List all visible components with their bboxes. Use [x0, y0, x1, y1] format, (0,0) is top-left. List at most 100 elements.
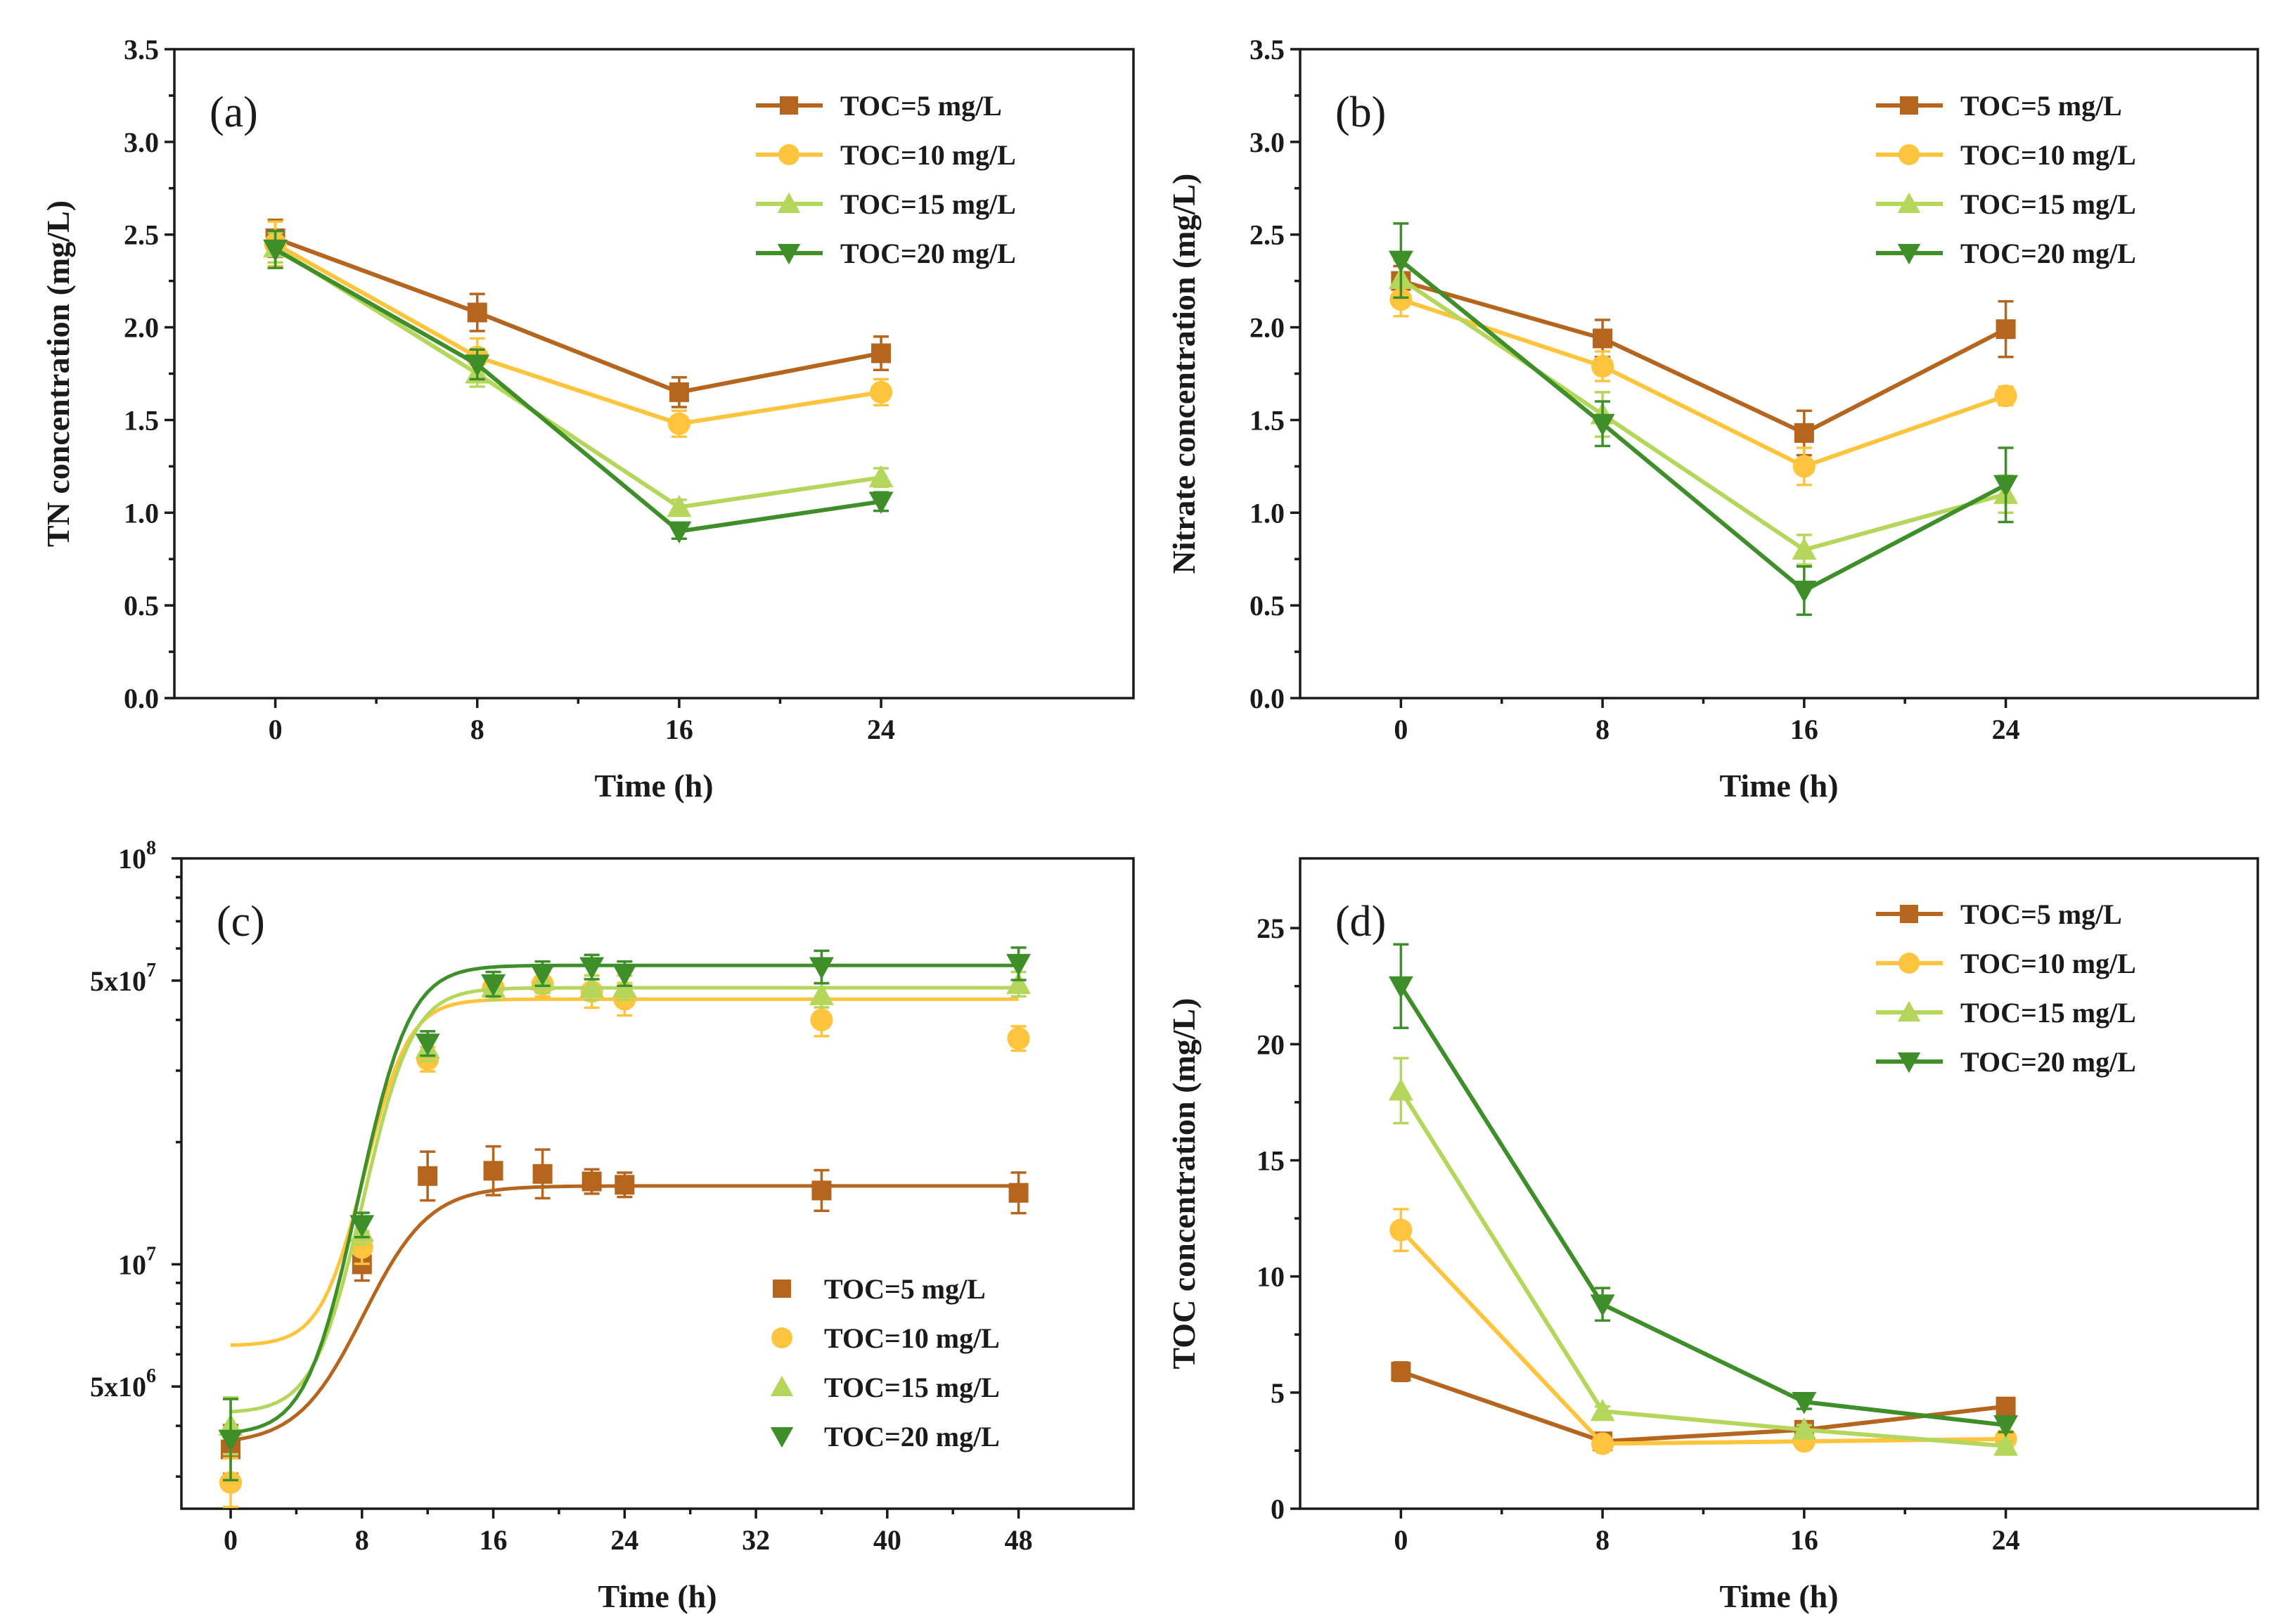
data-point [1006, 953, 1032, 977]
legend-label: TOC=15 mg/L [824, 1372, 1000, 1403]
legend-item: TOC=5 mg/L [1876, 898, 2122, 930]
data-point [1389, 288, 1413, 311]
data-point [1006, 972, 1032, 994]
x-tick-label: 8 [470, 714, 484, 745]
y-axis-title: TN concentration (mg/L) [40, 200, 76, 547]
y-tick-base: 5x10 [90, 965, 146, 997]
series-toc15 [1388, 1057, 2019, 1456]
legend-item: TOC=5 mg/L [756, 90, 1002, 122]
data-point [349, 1215, 375, 1237]
series-line [1399, 1089, 2006, 1448]
panel-b: 0 8 16 24 0.0 0.5 1.0 1.5 2.0 2.5 3.0 3.5 Time (h) Ni… [1166, 34, 2259, 804]
series-toc20 [263, 229, 894, 544]
legend-label: TOC=20 mg/L [824, 1421, 1000, 1452]
series-toc10 [1389, 281, 2017, 486]
series-line [274, 247, 882, 534]
series-line [1399, 277, 2007, 553]
y-tick-exponent: 7 [146, 960, 156, 981]
legend: TOC=5 mg/L TOC=10 mg/L TOC=15 mg/L TOC=20 m… [770, 1273, 1000, 1452]
x-axis-title: Time (h) [598, 1578, 717, 1614]
legend-label: TOC=10 mg/L [1960, 948, 2136, 979]
legend-item: TOC=10 mg/L [756, 139, 1016, 171]
legend-label: TOC=15 mg/L [1960, 188, 2136, 220]
y-tick-label: 25 [1257, 913, 1285, 944]
series-toc20 [218, 946, 1032, 1482]
x-tick-label: 24 [1992, 714, 2020, 745]
data-point [1591, 354, 1614, 378]
data-point [615, 1175, 635, 1195]
y-tick-label: 1.0 [1249, 497, 1285, 529]
legend-marker [1897, 192, 1921, 213]
series-toc20 [1388, 943, 2019, 1438]
data-point [1590, 1398, 1615, 1422]
legend-item: TOC=10 mg/L [1876, 139, 2136, 171]
y-tick-label: 0 [1271, 1493, 1285, 1525]
x-tick-label: 16 [1790, 714, 1818, 745]
legend-marker [773, 1280, 791, 1298]
x-tick-label: 32 [742, 1524, 770, 1556]
legend-item: TOC=5 mg/L [1876, 90, 2122, 122]
data-point [1792, 1417, 1817, 1440]
legend-marker [780, 96, 798, 115]
series-line [1400, 278, 2007, 436]
panel-label: (c) [217, 898, 265, 946]
y-tick-label: 10 [1257, 1261, 1285, 1293]
y-tick-exponent: 8 [146, 837, 156, 859]
data-point [532, 1164, 553, 1184]
data-point [415, 1033, 440, 1056]
legend-label: TOC=15 mg/L [840, 188, 1016, 220]
legend: TOC=5 mg/L TOC=10 mg/L TOC=15 mg/L TOC=20 m… [1876, 898, 2136, 1078]
y-tick-label: 1.0 [124, 497, 159, 529]
series-line [274, 236, 882, 394]
data-point [579, 975, 605, 998]
series-line [274, 245, 882, 510]
x-tick-label: 24 [610, 1524, 638, 1556]
x-tick-label: 0 [224, 1524, 238, 1556]
data-point [465, 354, 490, 377]
x-tick-label: 0 [269, 714, 283, 745]
data-point [1389, 1218, 1413, 1242]
y-tick-label: 5x107 [90, 960, 156, 997]
y-tick-label: 5x106 [90, 1365, 156, 1403]
legend-item: TOC=10 mg/L [771, 1322, 1000, 1354]
legend-label: TOC=5 mg/L [840, 90, 1002, 122]
y-tick-label: 0.0 [124, 683, 159, 714]
data-point [612, 963, 637, 986]
legend-item: TOC=15 mg/L [756, 188, 1016, 220]
x-tick-label: 24 [1992, 1524, 2020, 1556]
x-tick-label: 40 [873, 1524, 901, 1556]
y-tick-label: 2.5 [1249, 219, 1285, 251]
x-axis-title: Time (h) [594, 768, 713, 804]
x-tick-label: 8 [1595, 714, 1609, 745]
data-point [1593, 328, 1613, 349]
data-point [218, 1429, 243, 1452]
legend-marker [1900, 905, 1918, 923]
y-tick-base: 5x10 [90, 1371, 146, 1403]
data-point [1388, 1078, 1413, 1101]
data-point [809, 957, 834, 980]
panel-d: 0 8 16 24 0 5 10 15 20 25 Time (h) TOC concentratio… [1166, 857, 2259, 1614]
data-point [669, 382, 689, 402]
legend-label: TOC=20 mg/L [840, 238, 1016, 269]
legend-marker [1897, 1052, 1921, 1074]
series-line [1400, 1370, 2006, 1444]
data-point [1007, 1027, 1030, 1050]
legend-label: TOC=5 mg/L [824, 1273, 986, 1305]
legend-marker [778, 144, 799, 165]
legend-marker [777, 244, 801, 265]
legend: TOC=5 mg/L TOC=10 mg/L TOC=15 mg/L TOC=20 m… [756, 90, 1016, 269]
y-tick-label: 1.5 [1249, 404, 1285, 436]
legend-marker [1900, 96, 1918, 115]
y-tick-base: 10 [118, 1249, 146, 1280]
data-point [667, 494, 692, 517]
y-tick-exponent: 6 [146, 1365, 156, 1387]
data-point [263, 239, 288, 262]
y-tick-label: 1.5 [124, 404, 159, 436]
legend-item: TOC=20 mg/L [1876, 238, 2136, 269]
y-tick-label: 3.0 [124, 127, 159, 158]
series-toc15 [263, 231, 894, 517]
data-point [1388, 976, 1413, 999]
panel-label: (a) [210, 89, 258, 136]
legend-item: TOC=5 mg/L [773, 1273, 986, 1305]
